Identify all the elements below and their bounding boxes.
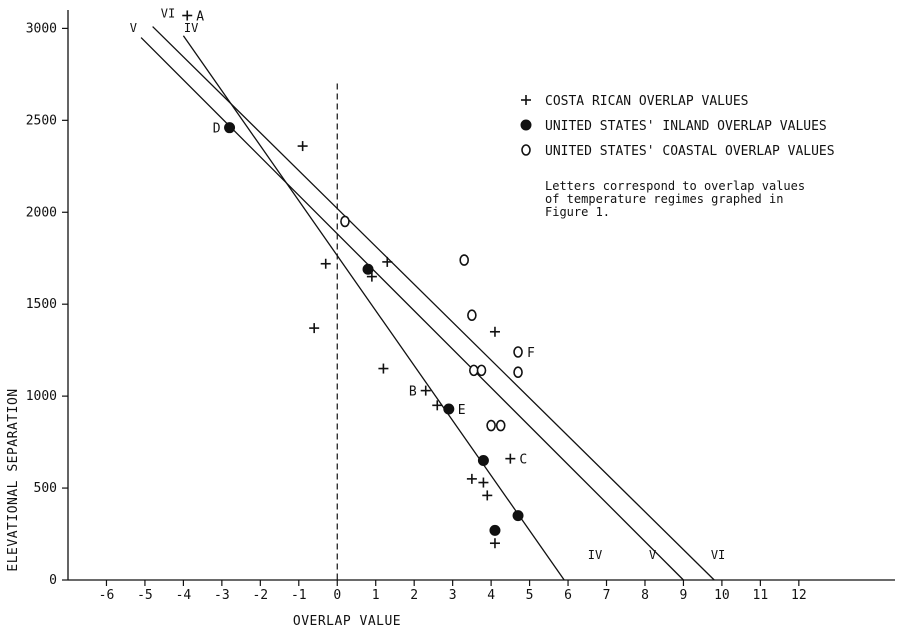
regression-line-vi xyxy=(152,26,715,581)
x-tick-label: 7 xyxy=(603,588,611,603)
x-tick-label: 8 xyxy=(641,588,649,603)
plus-point xyxy=(505,453,516,464)
point-label-f: F xyxy=(527,346,535,361)
filled-circle-point xyxy=(362,263,374,275)
plus-point xyxy=(420,385,431,396)
x-tick-label: 1 xyxy=(372,588,380,603)
filled-circle-point xyxy=(512,510,524,522)
x-tick-label: -3 xyxy=(214,588,230,603)
plus-point xyxy=(466,473,477,484)
y-tick-label: 500 xyxy=(34,481,57,496)
x-tick-label: 10 xyxy=(714,588,730,603)
filled-circle-point xyxy=(224,122,236,134)
axes xyxy=(67,10,895,581)
x-axis-title: OVERLAP VALUE xyxy=(293,614,401,629)
line-label-v: V xyxy=(130,21,137,35)
legend-marker-open-circle xyxy=(521,144,531,156)
line-label-iv: IV xyxy=(588,548,602,562)
plus-point xyxy=(478,477,489,488)
open-circle-point xyxy=(513,366,523,379)
point-label-e: E xyxy=(458,403,466,418)
y-tick-label: 3000 xyxy=(26,21,57,36)
x-tick-label: 4 xyxy=(487,588,495,603)
x-tick-label: 9 xyxy=(680,588,688,603)
y-tick-label: 2000 xyxy=(26,205,57,220)
open-circle-point xyxy=(340,215,350,228)
x-tick-label: -5 xyxy=(137,588,153,603)
line-label-vi: VI xyxy=(711,548,725,562)
legend: COSTA RICAN OVERLAP VALUES UNITED STATES'… xyxy=(520,94,835,159)
y-axis-title: ELEVATIONAL SEPARATION xyxy=(6,388,21,571)
x-tick-label: -6 xyxy=(99,588,115,603)
x-tick-label: 2 xyxy=(410,588,418,603)
line-label-v: V xyxy=(649,548,656,562)
plus-point xyxy=(489,326,500,337)
x-tick-label: -4 xyxy=(176,588,192,603)
point-label-a: A xyxy=(196,10,204,25)
plus-point xyxy=(320,258,331,269)
y-tick-label: 1000 xyxy=(26,389,57,404)
open-circle-point xyxy=(486,419,496,432)
open-circle-point xyxy=(459,254,469,266)
filled-circle-point xyxy=(477,454,489,466)
plus-point xyxy=(182,10,193,21)
point-label-c: C xyxy=(519,453,527,468)
point-label-b: B xyxy=(409,385,417,400)
note-line: Figure 1. xyxy=(545,205,610,219)
legend-label: COSTA RICAN OVERLAP VALUES xyxy=(545,94,749,109)
plus-point xyxy=(366,271,377,282)
open-circle-point xyxy=(513,346,523,358)
regression-lines xyxy=(140,26,715,581)
plus-point xyxy=(432,400,443,411)
legend-label: UNITED STATES' INLAND OVERLAP VALUES xyxy=(545,119,827,134)
line-label-vi: VI xyxy=(161,6,175,20)
x-tick-label: 0 xyxy=(333,588,341,603)
x-tick-label: 5 xyxy=(526,588,534,603)
y-tick-label: 2500 xyxy=(26,113,57,128)
note-line: Letters correspond to overlap values xyxy=(545,179,805,193)
note-line: of temperature regimes graphed in xyxy=(545,192,783,206)
plus-point xyxy=(378,363,389,374)
y-ticks: 0 500 1000 1500 2000 2500 3000 xyxy=(26,21,68,588)
y-tick-label: 0 xyxy=(49,573,57,588)
line-labels: VI V IV IV V VI xyxy=(130,6,726,562)
open-circle-point xyxy=(467,309,477,322)
plus-point xyxy=(382,256,393,267)
filled-circle-point xyxy=(489,524,501,536)
y-tick-label: 1500 xyxy=(26,297,57,312)
x-tick-label: -2 xyxy=(252,588,268,603)
legend-marker-plus xyxy=(521,95,531,105)
filled-circle-point xyxy=(443,403,455,415)
plus-point xyxy=(482,490,493,501)
legend-label: UNITED STATES' COASTAL OVERLAP VALUES xyxy=(545,144,835,159)
data-points xyxy=(182,10,524,549)
open-circle-point xyxy=(495,419,506,432)
point-label-d: D xyxy=(213,122,221,137)
x-ticks: -6 -5 -4 -3 -2 -1 0 1 2 3 4 5 6 7 8 9 10 11 12 xyxy=(99,580,807,603)
open-circle-point xyxy=(469,364,479,377)
regression-line-iv xyxy=(182,35,565,581)
point-labels: A B C D E F xyxy=(196,10,535,468)
plus-point xyxy=(297,141,308,152)
x-tick-label: 11 xyxy=(753,588,769,603)
plus-point xyxy=(309,323,320,334)
x-tick-label: 12 xyxy=(791,588,807,603)
x-tick-label: 3 xyxy=(449,588,457,603)
x-tick-label: -1 xyxy=(291,588,307,603)
legend-marker-filled-circle xyxy=(520,119,532,131)
plus-point xyxy=(489,538,500,549)
line-label-iv: IV xyxy=(184,21,198,35)
open-circle-point xyxy=(476,364,487,377)
x-tick-label: 6 xyxy=(564,588,572,603)
